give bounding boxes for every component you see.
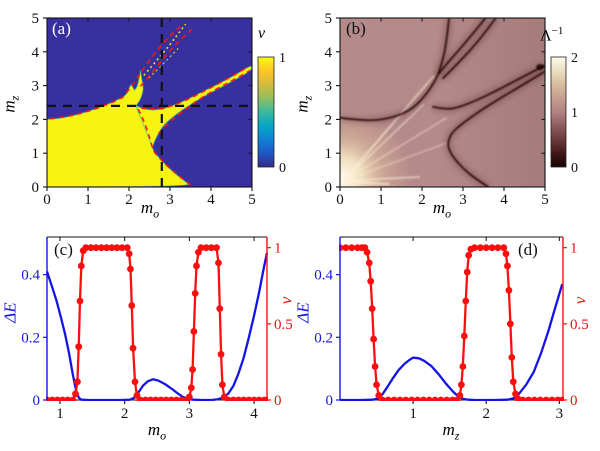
svg-text:4: 4 bbox=[250, 406, 258, 422]
svg-text:0: 0 bbox=[274, 393, 282, 409]
svg-text:4: 4 bbox=[500, 192, 508, 208]
svg-text:0.2: 0.2 bbox=[314, 330, 333, 346]
svg-text:2: 2 bbox=[571, 51, 578, 66]
svg-text:1: 1 bbox=[409, 406, 417, 422]
svg-text:1: 1 bbox=[84, 192, 92, 208]
svg-text:2: 2 bbox=[325, 112, 333, 128]
svg-text:1: 1 bbox=[56, 406, 64, 422]
svg-text:2: 2 bbox=[125, 192, 133, 208]
svg-text:1: 1 bbox=[377, 192, 385, 208]
svg-text:1: 1 bbox=[274, 241, 282, 257]
svg-text:4: 4 bbox=[325, 45, 333, 61]
svg-text:1: 1 bbox=[325, 146, 333, 162]
svg-text:4: 4 bbox=[32, 45, 40, 61]
svg-text:3: 3 bbox=[166, 192, 174, 208]
svg-text:0.2: 0.2 bbox=[21, 330, 40, 346]
svg-text:5: 5 bbox=[541, 192, 549, 208]
svg-text:5: 5 bbox=[325, 11, 333, 27]
svg-text:0.4: 0.4 bbox=[21, 268, 40, 284]
svg-text:0.5: 0.5 bbox=[274, 317, 293, 333]
svg-text:5: 5 bbox=[248, 192, 256, 208]
svg-text:0: 0 bbox=[33, 393, 41, 409]
svg-text:3: 3 bbox=[186, 406, 194, 422]
svg-text:0.5: 0.5 bbox=[570, 317, 589, 333]
svg-text:1: 1 bbox=[32, 146, 40, 162]
svg-text:2: 2 bbox=[482, 406, 490, 422]
svg-text:2: 2 bbox=[121, 406, 129, 422]
svg-text:0: 0 bbox=[336, 192, 344, 208]
svg-text:0: 0 bbox=[325, 180, 333, 196]
svg-text:0: 0 bbox=[326, 393, 334, 409]
svg-text:0.4: 0.4 bbox=[314, 268, 333, 284]
svg-text:1: 1 bbox=[571, 106, 578, 121]
svg-text:0: 0 bbox=[43, 192, 51, 208]
svg-text:1: 1 bbox=[570, 241, 578, 257]
svg-text:3: 3 bbox=[459, 192, 467, 208]
svg-text:0: 0 bbox=[571, 161, 578, 176]
svg-text:1: 1 bbox=[279, 51, 286, 66]
svg-text:0: 0 bbox=[570, 393, 578, 409]
svg-text:5: 5 bbox=[32, 11, 40, 27]
svg-text:3: 3 bbox=[556, 406, 564, 422]
svg-text:2: 2 bbox=[418, 192, 426, 208]
svg-text:3: 3 bbox=[32, 79, 40, 95]
svg-text:2: 2 bbox=[32, 112, 40, 128]
svg-text:4: 4 bbox=[207, 192, 215, 208]
svg-text:3: 3 bbox=[325, 79, 333, 95]
svg-text:0: 0 bbox=[279, 161, 286, 176]
svg-text:0: 0 bbox=[32, 180, 40, 196]
